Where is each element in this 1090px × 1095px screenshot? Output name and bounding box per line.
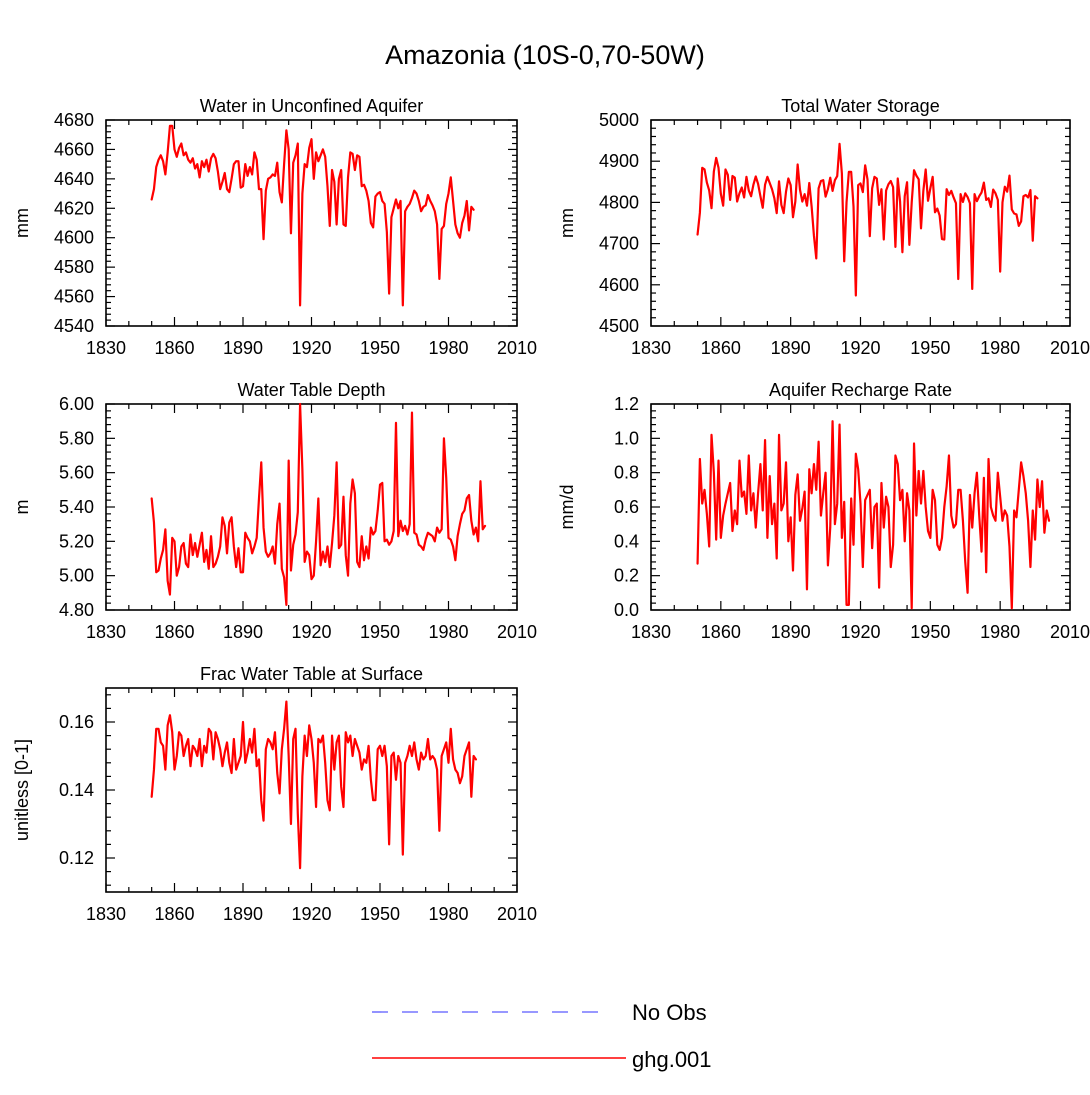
x-tick-label: 1890 <box>223 622 263 642</box>
legend-label-no-obs: No Obs <box>632 1000 707 1025</box>
panel-total-water-storage: Total Water Storage 1830 1860 1890 1920 1950 1… <box>557 96 1090 358</box>
y-tick-label: 1.0 <box>614 428 639 448</box>
y-tick-label: 4.80 <box>59 600 94 620</box>
x-tick-label: 1980 <box>980 338 1020 358</box>
x-tick-label: 1950 <box>360 904 400 924</box>
series-line-ghg-001 <box>150 124 475 307</box>
y-tick-label: 5000 <box>599 110 639 130</box>
panel-title: Water Table Depth <box>237 380 385 400</box>
legend: No Obs ghg.001 <box>372 1000 712 1072</box>
x-tick-label: 1920 <box>291 338 331 358</box>
y-axis-label: unitless [0-1] <box>12 739 32 841</box>
y-tick-label: 4600 <box>54 228 94 248</box>
y-axis-label: mm <box>557 208 577 238</box>
plot-frame <box>650 119 1071 327</box>
x-tick-label: 2010 <box>497 904 537 924</box>
y-tick-label: 4900 <box>599 151 639 171</box>
panel-title: Frac Water Table at Surface <box>200 664 423 684</box>
series-line-ghg-001 <box>696 142 1039 297</box>
x-tick-label: 1830 <box>86 622 126 642</box>
x-tick-label: 2010 <box>1050 622 1090 642</box>
x-tick-label: 1860 <box>154 338 194 358</box>
plot-frame <box>105 687 518 893</box>
x-tick-label: 1980 <box>428 338 468 358</box>
x-tick-label: 1950 <box>910 338 950 358</box>
y-tick-label: 4540 <box>54 316 94 336</box>
x-tick-label: 1950 <box>360 622 400 642</box>
x-tick-label: 1890 <box>223 338 263 358</box>
y-tick-label: 0.6 <box>614 497 639 517</box>
panel-title: Total Water Storage <box>781 96 939 116</box>
panel-water-in-unconfined-aquifer: Water in Unconfined Aquifer 1830 1860 1890 1… <box>12 96 537 358</box>
series-line-ghg-001 <box>150 402 487 606</box>
x-tick-label: 2010 <box>1050 338 1090 358</box>
y-tick-label: 0.0 <box>614 600 639 620</box>
y-tick-label: 6.00 <box>59 394 94 414</box>
y-tick-label: 5.40 <box>59 497 94 517</box>
legend-label-ghg-001: ghg.001 <box>632 1047 712 1072</box>
y-tick-label: 5.60 <box>59 463 94 483</box>
y-tick-label: 0.16 <box>59 712 94 732</box>
y-tick-label: 0.4 <box>614 531 639 551</box>
x-tick-label: 1920 <box>840 622 880 642</box>
y-tick-label: 4640 <box>54 169 94 189</box>
y-tick-label: 4600 <box>599 275 639 295</box>
y-tick-label: 0.2 <box>614 566 639 586</box>
series-line-ghg-001 <box>696 420 1051 610</box>
y-tick-label: 5.80 <box>59 428 94 448</box>
y-tick-label: 4700 <box>599 234 639 254</box>
x-tick-label: 1830 <box>631 622 671 642</box>
x-tick-label: 1830 <box>86 904 126 924</box>
x-tick-label: 2010 <box>497 338 537 358</box>
y-tick-label: 4560 <box>54 287 94 307</box>
panel-title: Aquifer Recharge Rate <box>769 380 952 400</box>
panel-title: Water in Unconfined Aquifer <box>200 96 423 116</box>
x-tick-label: 1950 <box>360 338 400 358</box>
y-tick-label: 0.12 <box>59 848 94 868</box>
y-axis-label: mm/d <box>557 485 577 530</box>
x-tick-label: 1860 <box>701 338 741 358</box>
y-tick-label: 5.00 <box>59 566 94 586</box>
y-axis-label: m <box>12 500 32 515</box>
x-tick-label: 1920 <box>840 338 880 358</box>
y-tick-label: 4680 <box>54 110 94 130</box>
y-tick-label: 4800 <box>599 192 639 212</box>
y-tick-label: 4620 <box>54 198 94 218</box>
x-tick-label: 1890 <box>771 338 811 358</box>
x-tick-label: 1860 <box>154 904 194 924</box>
x-tick-label: 1890 <box>223 904 263 924</box>
y-tick-label: 0.8 <box>614 463 639 483</box>
panel-water-table-depth: Water Table Depth 1830 1860 1890 1920 1950 198… <box>12 380 537 642</box>
x-tick-label: 1980 <box>428 904 468 924</box>
y-tick-label: 0.14 <box>59 780 94 800</box>
x-tick-label: 2010 <box>497 622 537 642</box>
figure-title: Amazonia (10S-0,70-50W) <box>385 40 705 70</box>
panel-aquifer-recharge-rate: Aquifer Recharge Rate 1830 1860 1890 1920 195… <box>557 380 1090 642</box>
x-tick-label: 1980 <box>980 622 1020 642</box>
x-tick-label: 1980 <box>428 622 468 642</box>
y-axis-label: mm <box>12 208 32 238</box>
panel-frac-water-table-at-surface: Frac Water Table at Surface 1830 1860 1890 1… <box>12 664 537 924</box>
y-tick-label: 1.2 <box>614 394 639 414</box>
y-tick-label: 5.20 <box>59 531 94 551</box>
x-tick-label: 1830 <box>86 338 126 358</box>
x-tick-label: 1860 <box>154 622 194 642</box>
series-line-ghg-001 <box>150 700 477 870</box>
x-tick-label: 1830 <box>631 338 671 358</box>
y-tick-label: 4500 <box>599 316 639 336</box>
x-tick-label: 1920 <box>291 904 331 924</box>
y-tick-label: 4660 <box>54 139 94 159</box>
x-tick-label: 1860 <box>701 622 741 642</box>
x-tick-label: 1890 <box>771 622 811 642</box>
y-tick-label: 4580 <box>54 257 94 277</box>
x-tick-label: 1950 <box>910 622 950 642</box>
x-tick-label: 1920 <box>291 622 331 642</box>
